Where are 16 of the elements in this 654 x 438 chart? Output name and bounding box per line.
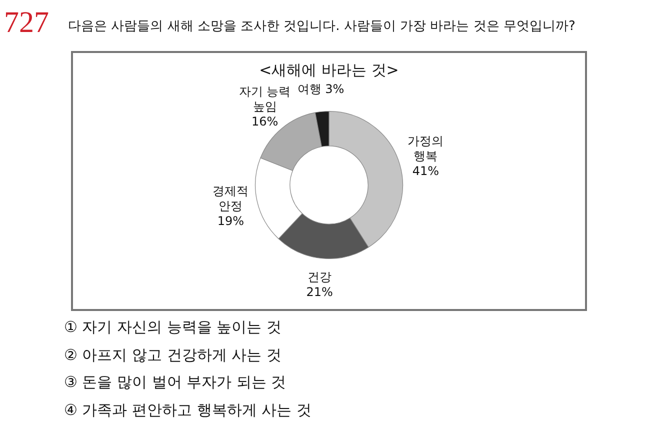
text: ④ 가족과 편안하고 행복하게 사는 것 [64, 400, 312, 420]
data-label: 16% [251, 114, 278, 129]
data-label: 19% [217, 214, 244, 228]
text: ③ 돈을 많이 벌어 부자가 되는 것 [64, 373, 288, 393]
slice-label: 건강 [308, 270, 332, 284]
text: 다음은 사람들의 새해 소망을 조사한 것입니다. 사람들이 가장 바라는 것은 무엇입니까? [68, 18, 576, 35]
text: ① 자기 자신의 능력을 높이는 것 [64, 318, 282, 338]
slice-label: 가정의 행복 [408, 134, 444, 164]
slice-label: 자기 능력 높임 [238, 84, 291, 114]
slice-label: 여행 3% [297, 82, 344, 96]
text: 727 [4, 6, 49, 40]
chart-title: <새해에 바라는 것> [259, 60, 399, 79]
slice-label: 경제적 안정 [212, 184, 249, 214]
data-label: 21% [306, 284, 333, 299]
data-label: 41% [412, 164, 440, 178]
text: ② 아프지 않고 건강하게 사는 것 [64, 346, 282, 366]
